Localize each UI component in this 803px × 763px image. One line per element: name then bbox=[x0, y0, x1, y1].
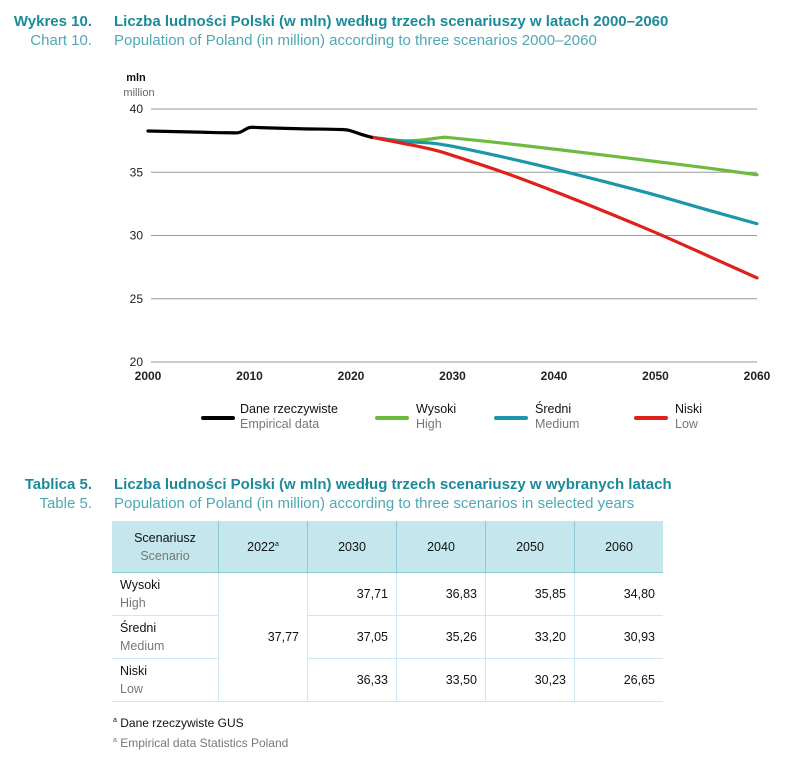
legend-label-en: Empirical data bbox=[240, 417, 320, 431]
chart-title-en: Population of Poland (in million) accord… bbox=[114, 32, 597, 49]
row-scenario-en: High bbox=[120, 596, 146, 610]
legend-item-high: Wysoki High bbox=[375, 402, 456, 432]
header-scenario-en: Scenario bbox=[140, 549, 190, 563]
header-year: 2050 bbox=[485, 521, 575, 573]
x-tick-label: 2000 bbox=[135, 369, 162, 383]
legend-swatch-high bbox=[375, 416, 409, 420]
series-lines bbox=[146, 125, 759, 280]
chart-label-pl: Wykres 10. bbox=[13, 13, 92, 30]
y-axis-unit-en: million bbox=[123, 87, 154, 99]
table-label-en: Table 5. bbox=[39, 495, 92, 512]
gridlines bbox=[151, 108, 757, 363]
header-year: 2060 bbox=[574, 521, 663, 573]
legend-item-low: Niski Low bbox=[634, 402, 702, 432]
row-scenario-pl: Średni bbox=[120, 621, 157, 635]
x-tick-label: 2040 bbox=[541, 369, 568, 383]
row-scenario: Średni Medium bbox=[112, 615, 219, 659]
value-cell: 34,80 bbox=[574, 572, 663, 616]
x-tick-label: 2050 bbox=[642, 369, 669, 383]
value-cell: 35,85 bbox=[485, 572, 575, 616]
footnote-mark: a bbox=[274, 540, 279, 548]
x-axis-ticks: 2000 2010 2020 2030 2040 2050 2060 bbox=[135, 369, 771, 383]
y-tick-label: 35 bbox=[130, 165, 144, 179]
value-cell: 30,93 bbox=[574, 615, 663, 659]
footnote-pl: a Dane rzeczywiste GUS bbox=[113, 712, 288, 732]
value-cell: 36,83 bbox=[396, 572, 486, 616]
x-tick-label: 2030 bbox=[439, 369, 466, 383]
value-cell: 37,05 bbox=[307, 615, 397, 659]
table-title-pl: Liczba ludności Polski (w mln) według tr… bbox=[114, 476, 672, 493]
series-line-low bbox=[369, 135, 759, 280]
y-tick-label: 40 bbox=[130, 102, 144, 116]
series-line-high bbox=[369, 135, 759, 177]
value-cell: 33,20 bbox=[485, 615, 575, 659]
legend-swatch-low bbox=[634, 416, 668, 420]
x-tick-label: 2020 bbox=[338, 369, 365, 383]
row-scenario: Niski Low bbox=[112, 658, 219, 702]
row-scenario-en: Medium bbox=[120, 639, 165, 653]
header-year: 2030 bbox=[307, 521, 397, 573]
chart-title-pl: Liczba ludności Polski (w mln) według tr… bbox=[114, 13, 669, 30]
footnote-mark: a bbox=[113, 717, 117, 724]
y-tick-label: 30 bbox=[130, 229, 144, 243]
value-cell: 36,33 bbox=[307, 658, 397, 702]
footnote-en: a Empirical data Statistics Poland bbox=[113, 732, 288, 752]
row-scenario-pl: Niski bbox=[120, 664, 148, 678]
x-tick-label: 2010 bbox=[236, 369, 263, 383]
legend-label-pl: Średni bbox=[535, 402, 572, 416]
y-tick-label: 25 bbox=[130, 292, 144, 306]
value-cell: 35,26 bbox=[396, 615, 486, 659]
chart-legend: Dane rzeczywiste Empirical data Wysoki H… bbox=[0, 402, 803, 438]
table-title-en: Population of Poland (in million) accord… bbox=[114, 495, 635, 512]
value-cell: 33,50 bbox=[396, 658, 486, 702]
value-cell: 26,65 bbox=[574, 658, 663, 702]
table-caption: Tablica 5. Liczba ludności Polski (w mln… bbox=[0, 476, 803, 514]
footnotes: a Dane rzeczywiste GUS a Empirical data … bbox=[113, 712, 288, 752]
footnote-mark: a bbox=[113, 737, 117, 744]
legend-item-medium: Średni Medium bbox=[494, 402, 579, 432]
header-year: 2040 bbox=[396, 521, 486, 573]
y-tick-label: 20 bbox=[130, 355, 144, 369]
table-row: Średni Medium 37,05 35,26 33,20 30,93 bbox=[112, 615, 663, 659]
table-header-row: Scenariusz Scenario 2022a 2030 2040 2050… bbox=[112, 521, 663, 573]
legend-swatch-empirical bbox=[201, 416, 235, 420]
footnote-text-en: Empirical data Statistics Poland bbox=[120, 736, 289, 750]
header-scenario-pl: Scenariusz bbox=[134, 531, 196, 545]
data-table: Scenariusz Scenario 2022a 2030 2040 2050… bbox=[112, 521, 663, 702]
series-line-empirical bbox=[146, 125, 373, 139]
value-cell: 30,23 bbox=[485, 658, 575, 702]
table-row: Wysoki High 37,77 37,71 36,83 35,85 34,8… bbox=[112, 572, 663, 702]
legend-label-en: High bbox=[416, 417, 442, 431]
base-value-cell: 37,77 bbox=[218, 572, 308, 702]
legend-label-pl: Niski bbox=[675, 402, 703, 416]
header-year-text: 2022 bbox=[247, 540, 275, 554]
header-scenario: Scenariusz Scenario bbox=[112, 521, 219, 573]
series-line-medium bbox=[369, 135, 759, 226]
legend-label-en: Low bbox=[675, 417, 698, 431]
legend-label-pl: Wysoki bbox=[416, 402, 457, 416]
row-scenario-pl: Wysoki bbox=[120, 578, 161, 592]
legend-label-en: Medium bbox=[535, 417, 580, 431]
footnote-text-pl: Dane rzeczywiste GUS bbox=[120, 716, 244, 730]
legend-label-pl: Dane rzeczywiste bbox=[240, 402, 338, 416]
table-label-pl: Tablica 5. bbox=[24, 476, 92, 493]
row-scenario-en: Low bbox=[120, 682, 143, 696]
value-cell: 37,71 bbox=[307, 572, 397, 616]
y-axis-ticks: 20 25 30 35 40 bbox=[130, 102, 144, 369]
chart-label-en: Chart 10. bbox=[30, 32, 92, 49]
legend-item-empirical: Dane rzeczywiste Empirical data bbox=[201, 402, 338, 432]
x-tick-label: 2060 bbox=[744, 369, 771, 383]
legend-swatch-medium bbox=[494, 416, 528, 420]
y-axis-unit-pl: mln bbox=[126, 72, 146, 84]
table-row: Niski Low 36,33 33,50 30,23 26,65 bbox=[112, 658, 663, 702]
header-year: 2022a bbox=[218, 521, 308, 573]
chart-caption: Wykres 10. Liczba ludności Polski (w mln… bbox=[0, 13, 803, 51]
row-scenario: Wysoki High bbox=[112, 572, 219, 616]
